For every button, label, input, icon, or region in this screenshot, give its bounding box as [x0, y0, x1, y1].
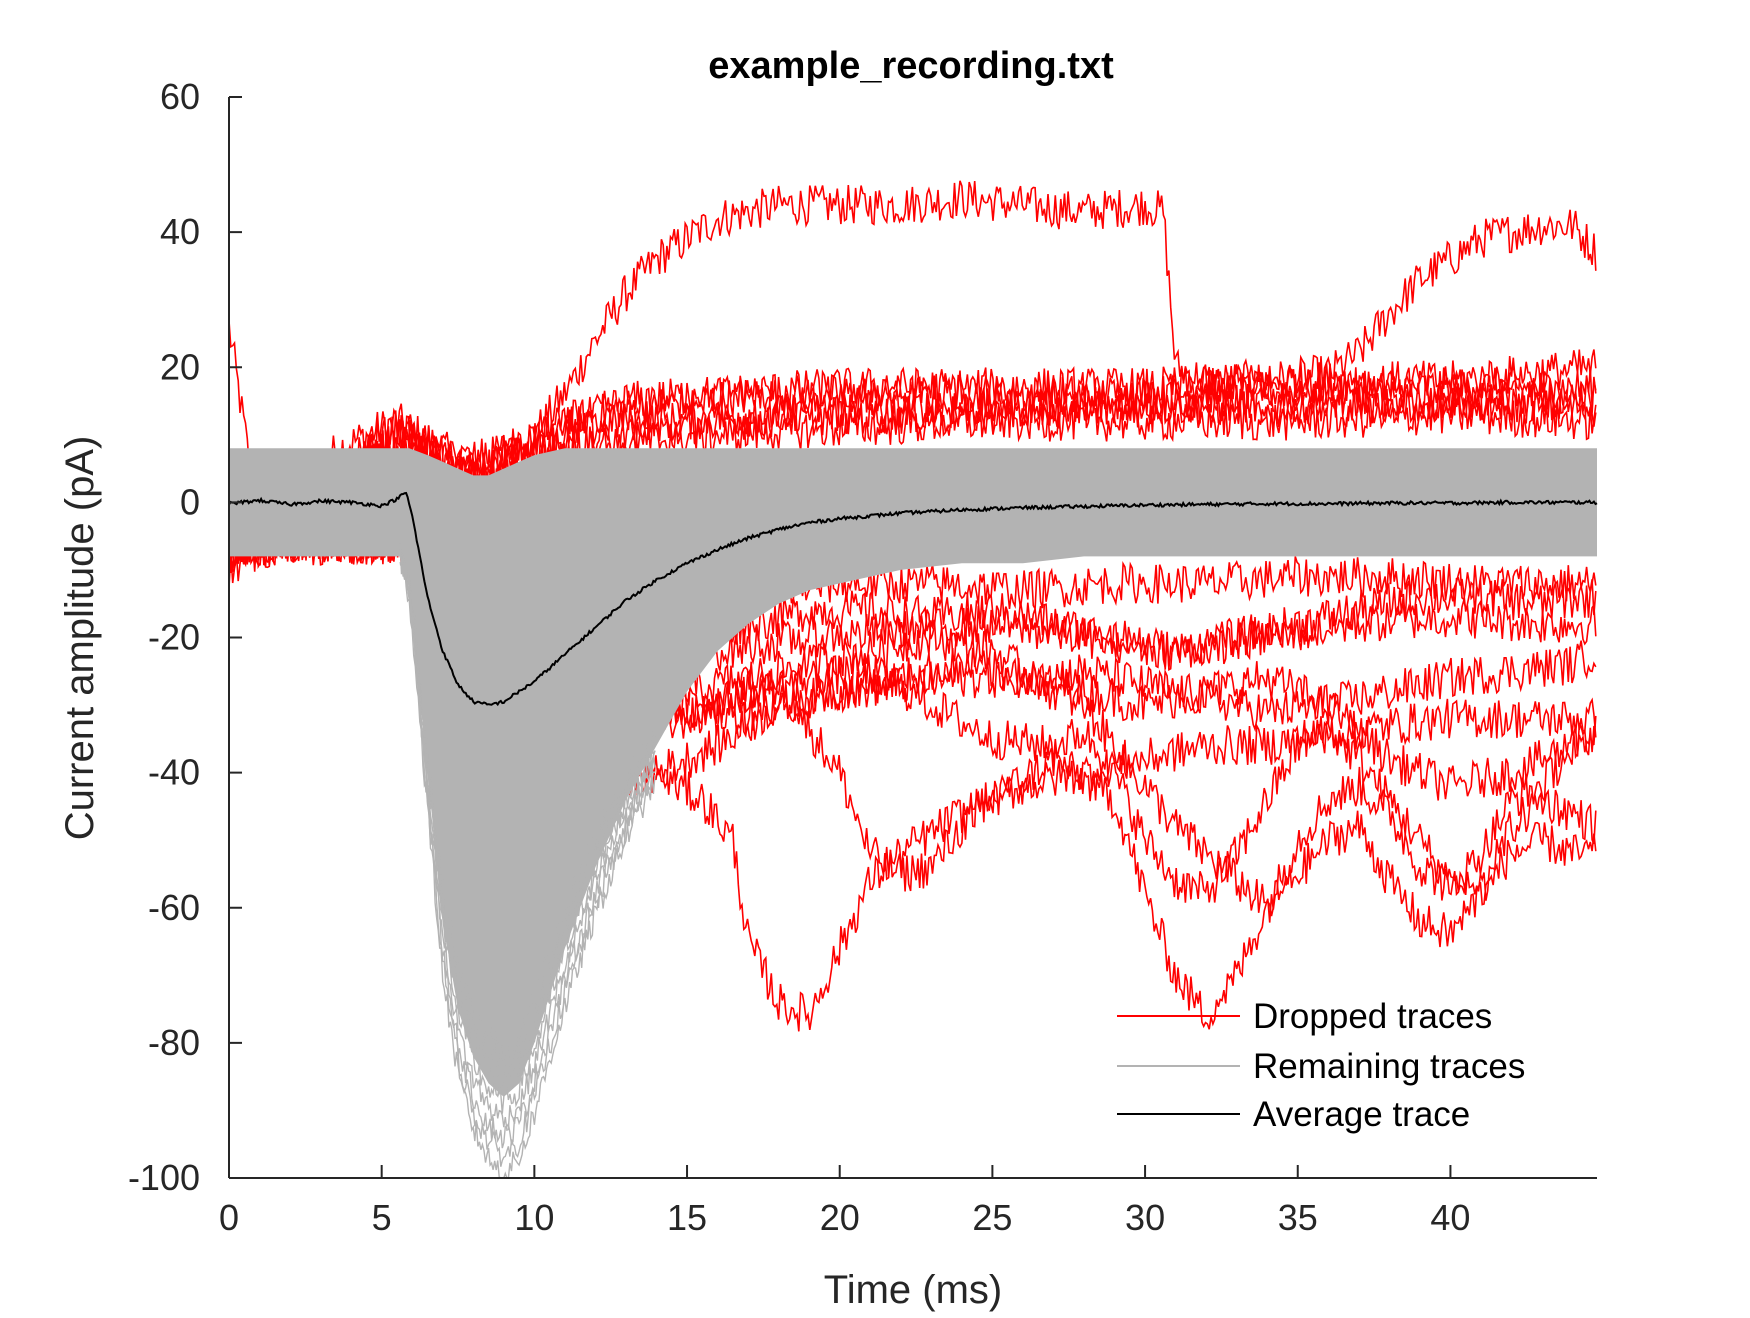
remaining-traces-band	[229, 448, 1597, 1097]
chart-title: example_recording.txt	[708, 45, 1114, 87]
x-ticks: 0 5 10 15 20 25 30 35 40	[219, 1165, 1470, 1238]
y-tick-label-60: 60	[160, 76, 200, 117]
remaining-trace-edge-8	[399, 552, 656, 1179]
y-tick-label-0: 0	[180, 481, 200, 522]
y-tick-label--40: -40	[148, 752, 200, 793]
remaining-trace-edge-3	[399, 549, 656, 1096]
series-remaining-traces	[229, 448, 1597, 1179]
remaining-trace-edge-5	[399, 543, 656, 1132]
legend-label-average: Average trace	[1253, 1095, 1470, 1134]
y-tick-label--20: -20	[148, 617, 200, 658]
y-tick-label--60: -60	[148, 887, 200, 928]
legend: Dropped traces Remaining traces Average …	[1117, 997, 1525, 1134]
x-tick-label-20: 20	[820, 1197, 860, 1238]
x-tick-label-25: 25	[972, 1197, 1012, 1238]
y-axis-label: Current amplitude (pA)	[58, 436, 102, 841]
y-tick-label-40: 40	[160, 211, 200, 252]
axes: 0 5 10 15 20 25 30 35 40 -100 -80 -60 -40 -20 0 20 40 60	[128, 76, 1597, 1238]
x-tick-label-10: 10	[514, 1197, 554, 1238]
series-average-trace	[228, 491, 1598, 707]
legend-label-dropped: Dropped traces	[1253, 997, 1492, 1036]
dropped-trace-6	[228, 375, 1597, 554]
x-tick-label-35: 35	[1278, 1197, 1318, 1238]
x-tick-label-40: 40	[1430, 1197, 1470, 1238]
remaining-trace-edge-2	[399, 558, 656, 1078]
y-tick-label-20: 20	[160, 346, 200, 387]
x-tick-label-15: 15	[667, 1197, 707, 1238]
x-axis-label: Time (ms)	[824, 1268, 1002, 1312]
dropped-trace-1	[228, 180, 1597, 511]
x-tick-label-30: 30	[1125, 1197, 1165, 1238]
plot-area	[228, 180, 1598, 1179]
x-tick-label-5: 5	[372, 1197, 392, 1238]
y-ticks: -100 -80 -60 -40 -20 0 20 40 60	[128, 76, 242, 1198]
y-tick-label--100: -100	[128, 1157, 200, 1198]
remaining-trace-edge-7	[399, 562, 656, 1167]
x-tick-label-0: 0	[219, 1197, 239, 1238]
y-tick-label--80: -80	[148, 1022, 200, 1063]
legend-label-remaining: Remaining traces	[1253, 1047, 1525, 1086]
